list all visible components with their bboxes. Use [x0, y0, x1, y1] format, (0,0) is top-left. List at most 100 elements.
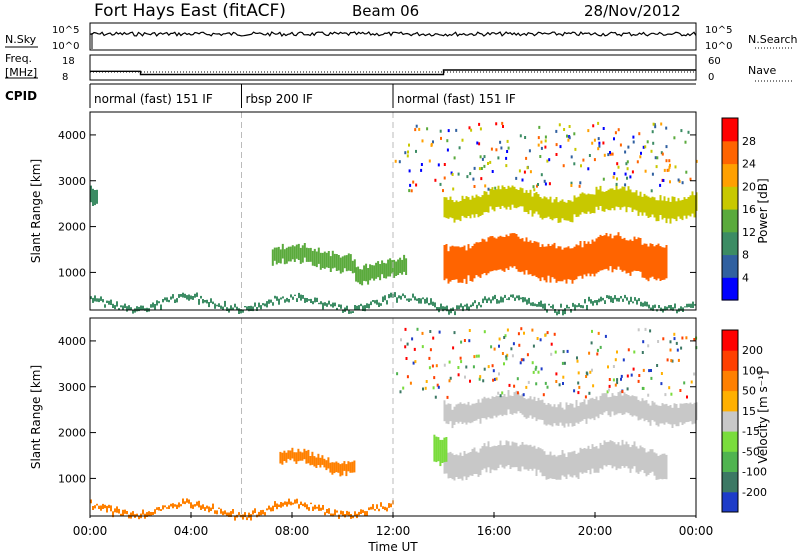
x-axis-label: Time UT: [367, 540, 418, 554]
velocity-band-cell: [336, 510, 338, 513]
velocity-band-cell: [338, 514, 340, 519]
power-band-cell: [511, 185, 514, 205]
power-band-cell: [647, 196, 650, 218]
velocity-speckle: [492, 369, 495, 373]
velocity-band-cell: [188, 499, 190, 504]
velocity-speckle: [627, 348, 630, 352]
velocity-band-cell: [234, 516, 236, 521]
x-tick-label: 16:00: [477, 524, 512, 538]
velocity-band-cell: [322, 505, 324, 510]
power-band-cell: [483, 239, 486, 273]
power-band-cell: [601, 236, 604, 271]
power-band-cell: [336, 307, 338, 310]
velocity-band-cell: [136, 513, 138, 517]
velocity-band-cell: [457, 455, 460, 479]
power-band-cell: [303, 243, 306, 258]
velocity-speckle: [621, 390, 624, 394]
power-band-cell: [650, 307, 652, 311]
power-band-cell: [266, 301, 268, 308]
power-band-cell: [473, 197, 476, 218]
velocity-speckle: [431, 364, 434, 368]
velocity-band-cell: [296, 498, 298, 504]
power-band-cell: [463, 245, 466, 279]
noise-left-tick-bottom: 10^0: [52, 41, 79, 52]
power-band-cell: [200, 295, 202, 299]
power-band-cell: [633, 192, 636, 210]
velocity-speckle: [637, 328, 640, 332]
power-band-cell: [521, 188, 524, 207]
cpid-segment-label: normal (fast) 151 IF: [397, 92, 516, 106]
power-band-cell: [470, 304, 472, 308]
velocity-speckle: [566, 349, 569, 353]
power-band-cell: [168, 299, 170, 303]
power-band-cell: [362, 305, 364, 311]
velocity-band-cell: [621, 395, 624, 415]
power-speckle: [578, 184, 581, 188]
power-band-cell: [477, 196, 480, 218]
power-band-cell: [280, 297, 282, 300]
power-band-cell: [673, 196, 676, 220]
velocity-band-cell: [591, 397, 594, 419]
power-band-cell: [353, 259, 356, 273]
velocity-band-cell: [689, 402, 692, 422]
velocity-band-cell: [479, 402, 482, 424]
velocity-band-cell: [565, 457, 568, 479]
velocity-band-cell: [477, 399, 480, 419]
velocity-band-cell: [491, 446, 494, 470]
velocity-band-cell: [242, 514, 244, 520]
velocity-speckle: [406, 375, 409, 379]
power-band-cell: [375, 262, 378, 279]
velocity-band-cell: [607, 397, 610, 416]
velocity-band-cell: [573, 450, 576, 476]
power-band-cell: [496, 299, 498, 304]
power-speckle: [555, 143, 558, 147]
velocity-panel-frame: [89, 317, 697, 517]
velocity-band-cell: [515, 390, 518, 414]
velocity-band-cell: [218, 507, 220, 509]
velocity-speckle: [608, 378, 611, 381]
velocity-band-cell: [569, 452, 572, 477]
power-band-cell: [339, 257, 342, 274]
velocity-speckle: [424, 386, 427, 390]
velocity-speckle: [586, 372, 589, 376]
power-speckle: [430, 142, 433, 146]
power-speckle: [666, 168, 669, 172]
velocity-speckle: [616, 381, 619, 385]
power-band-cell: [317, 247, 320, 264]
power-speckle: [443, 176, 446, 180]
velocity-speckle: [443, 363, 446, 367]
velocity-speckle: [499, 394, 502, 398]
velocity-colorbar-cell: [722, 451, 738, 472]
power-band-cell: [485, 241, 488, 276]
velocity-band-cell: [629, 396, 632, 416]
velocity-speckle: [429, 348, 432, 352]
power-band-cell: [663, 196, 666, 218]
power-band-cell: [611, 188, 614, 209]
power-band-cell: [90, 296, 92, 300]
power-band-cell: [436, 307, 438, 310]
power-speckle: [543, 179, 546, 183]
power-band-cell: [509, 233, 512, 267]
power-band-cell: [590, 299, 592, 304]
power-band-cell: [485, 191, 488, 212]
power-band-cell: [550, 306, 552, 308]
power-band-cell: [475, 242, 478, 276]
power-band-cell: [96, 189, 98, 204]
power-band-cell: [443, 245, 446, 281]
power-band-cell: [491, 187, 494, 210]
velocity-speckle: [532, 344, 535, 348]
velocity-speckle: [516, 391, 519, 395]
power-band-cell: [577, 196, 580, 217]
power-band-cell: [499, 235, 502, 270]
velocity-speckle: [683, 381, 686, 385]
power-band-cell: [549, 246, 552, 283]
power-band-cell: [401, 259, 404, 275]
velocity-band-cell: [156, 507, 158, 510]
power-colorbar-cell: [722, 140, 738, 165]
power-band-cell: [465, 196, 468, 219]
power-band-cell: [615, 235, 618, 270]
power-band-cell: [212, 301, 214, 305]
velocity-speckle: [448, 360, 451, 364]
velocity-band-cell: [250, 514, 252, 521]
velocity-band-cell: [501, 445, 504, 468]
